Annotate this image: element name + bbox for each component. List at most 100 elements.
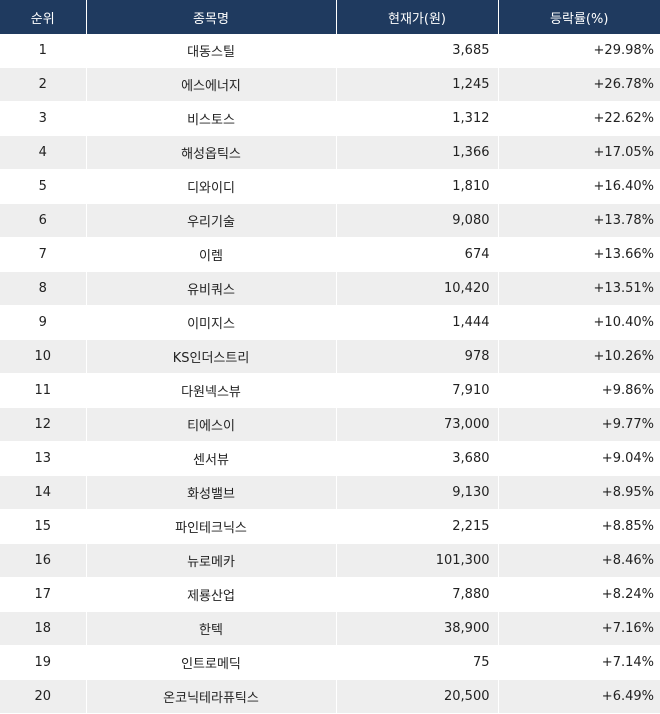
change-rate-cell: +7.16% bbox=[498, 611, 660, 646]
change-rate-cell: +8.95% bbox=[498, 475, 660, 510]
stock-name-cell: 해성옵틱스 bbox=[86, 135, 337, 170]
header-rank: 순위 bbox=[0, 0, 87, 34]
table-row: 7 이렘 674 +13.66% bbox=[0, 237, 660, 272]
price-cell: 9,080 bbox=[336, 203, 499, 238]
rank-cell: 15 bbox=[0, 509, 87, 544]
rank-cell: 5 bbox=[0, 169, 87, 204]
change-rate-cell: +7.14% bbox=[498, 645, 660, 680]
change-rate-cell: +22.62% bbox=[498, 101, 660, 136]
rank-cell: 2 bbox=[0, 67, 87, 102]
stock-name-cell: 대동스틸 bbox=[86, 34, 337, 68]
header-rate: 등락률(%) bbox=[498, 0, 660, 34]
change-rate-cell: +6.49% bbox=[498, 679, 660, 714]
rank-cell: 1 bbox=[0, 34, 87, 68]
rank-cell: 7 bbox=[0, 237, 87, 272]
rank-cell: 17 bbox=[0, 577, 87, 612]
table-row: 4 해성옵틱스 1,366 +17.05% bbox=[0, 135, 660, 170]
table-row: 10 KS인더스트리 978 +10.26% bbox=[0, 339, 660, 374]
stock-name-cell: 비스토스 bbox=[86, 101, 337, 136]
change-rate-cell: +17.05% bbox=[498, 135, 660, 170]
price-cell: 3,685 bbox=[336, 34, 499, 68]
price-cell: 674 bbox=[336, 237, 499, 272]
rank-cell: 8 bbox=[0, 271, 87, 306]
change-rate-cell: +10.26% bbox=[498, 339, 660, 374]
table-row: 18 한텍 38,900 +7.16% bbox=[0, 611, 660, 646]
price-cell: 1,444 bbox=[336, 305, 499, 340]
stock-name-cell: 이렘 bbox=[86, 237, 337, 272]
stock-name-cell: 파인테크닉스 bbox=[86, 509, 337, 544]
rank-cell: 13 bbox=[0, 441, 87, 476]
table-row: 15 파인테크닉스 2,215 +8.85% bbox=[0, 509, 660, 544]
change-rate-cell: +16.40% bbox=[498, 169, 660, 204]
change-rate-cell: +9.86% bbox=[498, 373, 660, 408]
change-rate-cell: +13.78% bbox=[498, 203, 660, 238]
table-row: 20 온코닉테라퓨틱스 20,500 +6.49% bbox=[0, 679, 660, 714]
table-header: 순위 종목명 현재가(원) 등락률(%) bbox=[0, 0, 660, 34]
price-cell: 9,130 bbox=[336, 475, 499, 510]
rank-cell: 9 bbox=[0, 305, 87, 340]
stock-name-cell: 에스에너지 bbox=[86, 67, 337, 102]
table-row: 19 인트로메딕 75 +7.14% bbox=[0, 645, 660, 680]
change-rate-cell: +29.98% bbox=[498, 34, 660, 68]
price-cell: 7,910 bbox=[336, 373, 499, 408]
price-cell: 73,000 bbox=[336, 407, 499, 442]
change-rate-cell: +9.04% bbox=[498, 441, 660, 476]
table-row: 12 티에스이 73,000 +9.77% bbox=[0, 407, 660, 442]
stock-name-cell: 제룡산업 bbox=[86, 577, 337, 612]
table-row: 5 디와이디 1,810 +16.40% bbox=[0, 169, 660, 204]
price-cell: 75 bbox=[336, 645, 499, 680]
change-rate-cell: +8.24% bbox=[498, 577, 660, 612]
stock-name-cell: 다원넥스뷰 bbox=[86, 373, 337, 408]
stock-name-cell: 디와이디 bbox=[86, 169, 337, 204]
table-row: 6 우리기술 9,080 +13.78% bbox=[0, 203, 660, 238]
price-cell: 20,500 bbox=[336, 679, 499, 714]
stock-name-cell: 우리기술 bbox=[86, 203, 337, 238]
stock-name-cell: 이미지스 bbox=[86, 305, 337, 340]
header-row: 순위 종목명 현재가(원) 등락률(%) bbox=[0, 0, 660, 34]
price-cell: 3,680 bbox=[336, 441, 499, 476]
stock-name-cell: KS인더스트리 bbox=[86, 339, 337, 374]
table-row: 9 이미지스 1,444 +10.40% bbox=[0, 305, 660, 340]
price-cell: 1,810 bbox=[336, 169, 499, 204]
table-body: 1 대동스틸 3,685 +29.98% 2 에스에너지 1,245 +26.78% 3 비스토스… bbox=[0, 34, 660, 714]
change-rate-cell: +10.40% bbox=[498, 305, 660, 340]
price-cell: 10,420 bbox=[336, 271, 499, 306]
rank-cell: 14 bbox=[0, 475, 87, 510]
change-rate-cell: +9.77% bbox=[498, 407, 660, 442]
change-rate-cell: +8.46% bbox=[498, 543, 660, 578]
table-row: 8 유비쿼스 10,420 +13.51% bbox=[0, 271, 660, 306]
stock-name-cell: 센서뷰 bbox=[86, 441, 337, 476]
stock-name-cell: 티에스이 bbox=[86, 407, 337, 442]
table-row: 13 센서뷰 3,680 +9.04% bbox=[0, 441, 660, 476]
price-cell: 1,245 bbox=[336, 67, 499, 102]
stock-name-cell: 뉴로메카 bbox=[86, 543, 337, 578]
price-cell: 101,300 bbox=[336, 543, 499, 578]
price-cell: 978 bbox=[336, 339, 499, 374]
table-row: 16 뉴로메카 101,300 +8.46% bbox=[0, 543, 660, 578]
rank-cell: 19 bbox=[0, 645, 87, 680]
table-row: 3 비스토스 1,312 +22.62% bbox=[0, 101, 660, 136]
table-row: 17 제룡산업 7,880 +8.24% bbox=[0, 577, 660, 612]
price-cell: 2,215 bbox=[336, 509, 499, 544]
change-rate-cell: +13.51% bbox=[498, 271, 660, 306]
header-name: 종목명 bbox=[86, 0, 337, 34]
rank-cell: 11 bbox=[0, 373, 87, 408]
price-cell: 38,900 bbox=[336, 611, 499, 646]
stock-name-cell: 화성밸브 bbox=[86, 475, 337, 510]
rank-cell: 3 bbox=[0, 101, 87, 136]
stock-name-cell: 한텍 bbox=[86, 611, 337, 646]
rank-cell: 10 bbox=[0, 339, 87, 374]
price-cell: 7,880 bbox=[336, 577, 499, 612]
change-rate-cell: +26.78% bbox=[498, 67, 660, 102]
table-row: 1 대동스틸 3,685 +29.98% bbox=[0, 34, 660, 68]
table-row: 2 에스에너지 1,245 +26.78% bbox=[0, 67, 660, 102]
change-rate-cell: +8.85% bbox=[498, 509, 660, 544]
stock-name-cell: 인트로메딕 bbox=[86, 645, 337, 680]
rank-cell: 18 bbox=[0, 611, 87, 646]
rank-cell: 12 bbox=[0, 407, 87, 442]
change-rate-cell: +13.66% bbox=[498, 237, 660, 272]
price-cell: 1,366 bbox=[336, 135, 499, 170]
table-row: 14 화성밸브 9,130 +8.95% bbox=[0, 475, 660, 510]
table-row: 11 다원넥스뷰 7,910 +9.86% bbox=[0, 373, 660, 408]
